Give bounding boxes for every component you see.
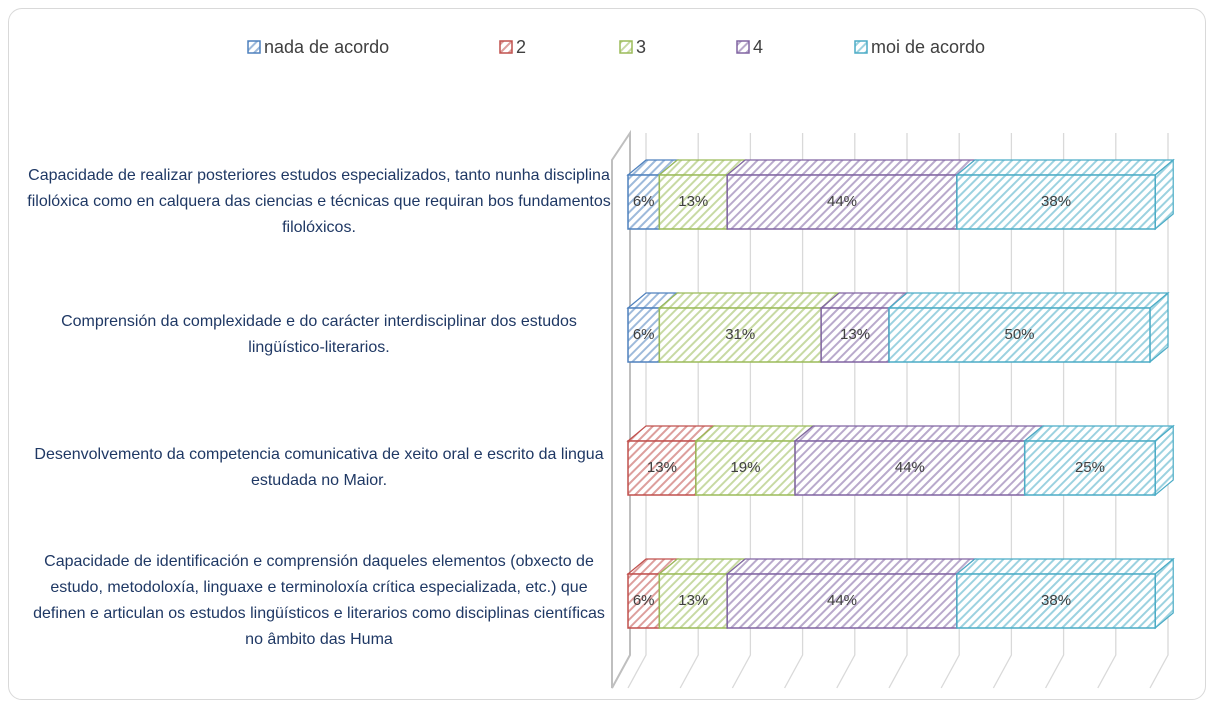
data-label: 6% xyxy=(633,592,655,609)
category-label: Comprensión da complexidade e do carácte… xyxy=(61,313,577,356)
data-label: 13% xyxy=(678,193,708,210)
data-label: 19% xyxy=(730,459,760,476)
bar-segment xyxy=(627,174,661,230)
category-label: Capacidade de identificación e comprensi… xyxy=(33,553,605,648)
bar-segment xyxy=(627,440,697,496)
bar-segment xyxy=(956,573,1156,629)
bar-segment xyxy=(658,174,728,230)
bar-segment xyxy=(888,307,1151,363)
legend-swatch xyxy=(619,40,633,54)
bar-segment xyxy=(1023,440,1156,496)
bar-top xyxy=(1023,425,1175,442)
category-label: Capacidade de realizar posteriores estud… xyxy=(27,167,611,236)
data-label: 13% xyxy=(678,592,708,609)
data-label: 13% xyxy=(647,459,677,476)
legend-swatch xyxy=(247,40,261,54)
bar-segment xyxy=(658,573,728,629)
bar-top xyxy=(725,159,977,176)
legend-label: 2 xyxy=(516,37,526,57)
data-label: 38% xyxy=(1041,193,1071,210)
data-label: 50% xyxy=(1004,326,1034,343)
bar-top xyxy=(955,159,1175,176)
legend-label: moi de acordo xyxy=(871,37,985,57)
bar-top xyxy=(657,292,841,309)
side-wall xyxy=(611,129,631,689)
data-label: 44% xyxy=(827,592,857,609)
bar-top xyxy=(793,425,1045,442)
legend-label: 3 xyxy=(636,37,646,57)
legend-swatch xyxy=(854,40,868,54)
bar-segment xyxy=(658,307,822,363)
legend-label: nada de acordo xyxy=(264,37,389,57)
data-label: 44% xyxy=(827,193,857,210)
data-label: 44% xyxy=(895,459,925,476)
bar-top xyxy=(694,425,815,442)
category-label: Desenvolvemento da competencia comunicat… xyxy=(34,446,604,489)
data-label: 38% xyxy=(1041,592,1071,609)
legend-label: 4 xyxy=(753,37,763,57)
bar-top xyxy=(725,558,977,575)
data-label: 13% xyxy=(840,326,870,343)
data-label: 31% xyxy=(725,326,755,343)
bar-segment xyxy=(627,307,661,363)
bar-top xyxy=(887,292,1170,309)
legend-swatch xyxy=(736,40,750,54)
chart-frame xyxy=(8,8,1206,700)
data-label: 6% xyxy=(633,193,655,210)
bar-top xyxy=(955,558,1175,575)
data-label: 25% xyxy=(1075,459,1105,476)
bar-segment xyxy=(627,573,661,629)
bar-segment xyxy=(956,174,1156,230)
data-label: 6% xyxy=(633,326,655,343)
legend-swatch xyxy=(499,40,513,54)
